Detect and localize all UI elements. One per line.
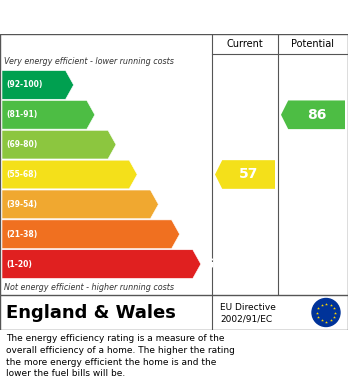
Circle shape (312, 298, 340, 326)
Polygon shape (2, 160, 137, 189)
Text: (1-20): (1-20) (6, 260, 32, 269)
Text: The energy efficiency rating is a measure of the
overall efficiency of a home. T: The energy efficiency rating is a measur… (6, 334, 235, 378)
Text: F: F (181, 227, 190, 241)
Polygon shape (2, 220, 180, 249)
Text: 86: 86 (307, 108, 326, 122)
Text: 57: 57 (239, 167, 258, 181)
Text: (69-80): (69-80) (6, 140, 37, 149)
Text: B: B (96, 108, 106, 122)
Text: England & Wales: England & Wales (6, 303, 176, 321)
Text: Not energy efficient - higher running costs: Not energy efficient - higher running co… (4, 283, 174, 292)
Polygon shape (281, 100, 345, 129)
Text: (21-38): (21-38) (6, 230, 37, 239)
Polygon shape (2, 190, 158, 219)
Text: (55-68): (55-68) (6, 170, 37, 179)
Text: EU Directive: EU Directive (220, 303, 276, 312)
Text: Current: Current (227, 39, 263, 49)
Text: Energy Efficiency Rating: Energy Efficiency Rating (10, 8, 239, 26)
Text: C: C (117, 138, 127, 152)
Text: D: D (138, 167, 150, 181)
Text: G: G (202, 257, 213, 271)
Polygon shape (215, 160, 275, 189)
Text: (39-54): (39-54) (6, 200, 37, 209)
Polygon shape (2, 250, 201, 278)
Text: E: E (159, 197, 169, 212)
Text: A: A (74, 78, 85, 92)
Text: Very energy efficient - lower running costs: Very energy efficient - lower running co… (4, 57, 174, 66)
Text: (81-91): (81-91) (6, 110, 37, 119)
Polygon shape (2, 130, 116, 159)
Text: Potential: Potential (292, 39, 334, 49)
Text: 2002/91/EC: 2002/91/EC (220, 315, 272, 324)
Polygon shape (2, 71, 73, 99)
Polygon shape (2, 100, 95, 129)
Text: (92-100): (92-100) (6, 81, 42, 90)
